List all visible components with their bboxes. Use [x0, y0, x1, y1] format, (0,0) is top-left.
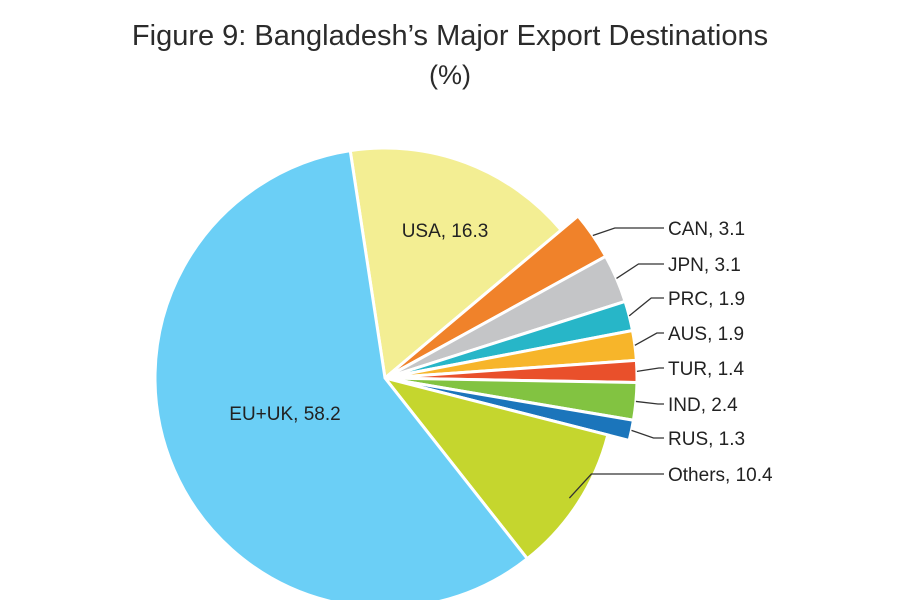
slice-label-rus: RUS, 1.3	[668, 429, 745, 450]
leader-line	[635, 400, 664, 405]
leader-line	[634, 332, 664, 346]
pie-slice-others	[381, 375, 610, 561]
chart-subtitle: (%)	[429, 60, 471, 90]
slice-label-usa: USA, 16.3	[402, 221, 489, 242]
leader-line	[636, 367, 664, 373]
slice-label-prc: PRC, 1.9	[668, 289, 745, 310]
slice-label-euuk: EU+UK, 58.2	[229, 404, 340, 425]
slice-label-can: CAN, 3.1	[668, 219, 745, 240]
slice-label-others: Others, 10.4	[668, 465, 773, 486]
leader-line	[631, 429, 664, 439]
pie-slice-euuk	[153, 148, 530, 600]
pie-slice-usa	[348, 146, 564, 381]
leader-line	[568, 473, 664, 499]
leader-line	[592, 227, 664, 237]
slice-label-tur: TUR, 1.4	[668, 359, 744, 380]
chart-title: Figure 9: Bangladesh’s Major Export Dest…	[131, 20, 769, 52]
slice-label-ind: IND, 2.4	[668, 395, 738, 416]
leader-line	[616, 263, 664, 279]
slice-label-aus: AUS, 1.9	[668, 324, 744, 345]
slice-label-jpn: JPN, 3.1	[668, 255, 741, 276]
leader-line	[628, 297, 664, 317]
